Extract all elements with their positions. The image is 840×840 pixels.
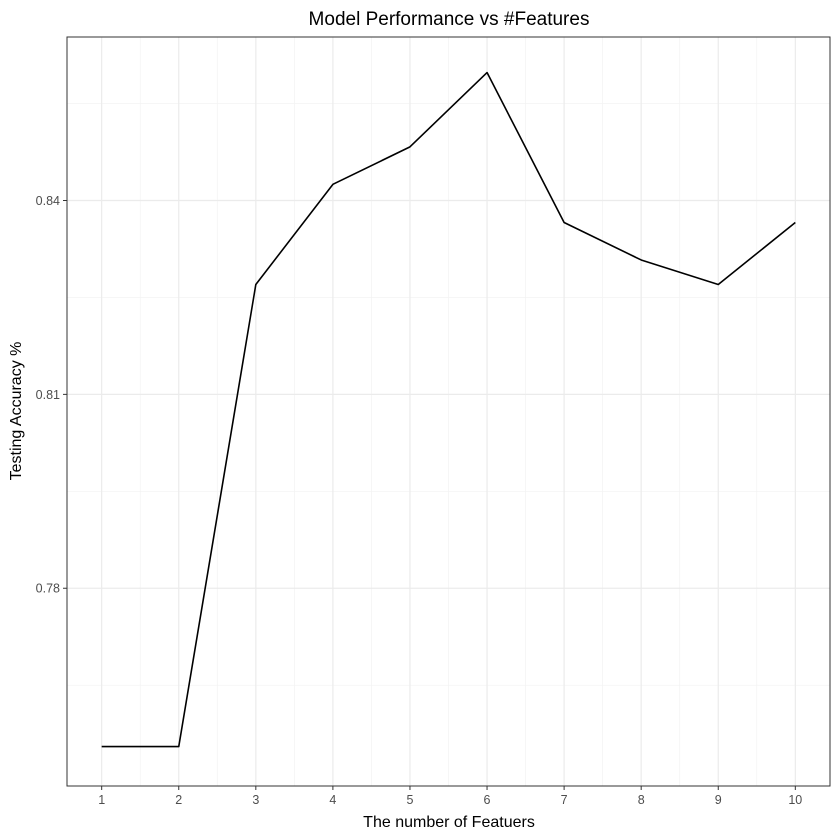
- plot-panel-border: [66, 36, 831, 787]
- x-tick-label: 5: [406, 793, 413, 807]
- x-axis-title: The number of Featuers: [363, 814, 535, 831]
- chart-title: Model Performance vs #Features: [309, 9, 590, 30]
- x-tick-label: 8: [638, 793, 645, 807]
- y-tick-label: 0.81: [36, 388, 60, 402]
- y-tick-label: 0.84: [36, 194, 60, 208]
- x-tick-label: 7: [561, 793, 568, 807]
- x-tick-label: 10: [788, 793, 802, 807]
- series-layer: [101, 71, 796, 748]
- x-tick-label: 3: [252, 793, 259, 807]
- y-tick-label: 0.78: [36, 582, 60, 596]
- series-line: [101, 71, 796, 748]
- x-tick-label: 4: [329, 793, 336, 807]
- grid-lines: [67, 37, 830, 786]
- y-axis-title: Testing Accuracy %: [8, 342, 25, 481]
- x-tick-label: 1: [98, 793, 105, 807]
- axes: 1 2 3 4 5 6 7 8 9 10 0.78 0.81 0.84: [36, 194, 803, 807]
- x-tick-label: 9: [715, 793, 722, 807]
- x-tick-label: 2: [175, 793, 182, 807]
- x-tick-label: 6: [484, 793, 491, 807]
